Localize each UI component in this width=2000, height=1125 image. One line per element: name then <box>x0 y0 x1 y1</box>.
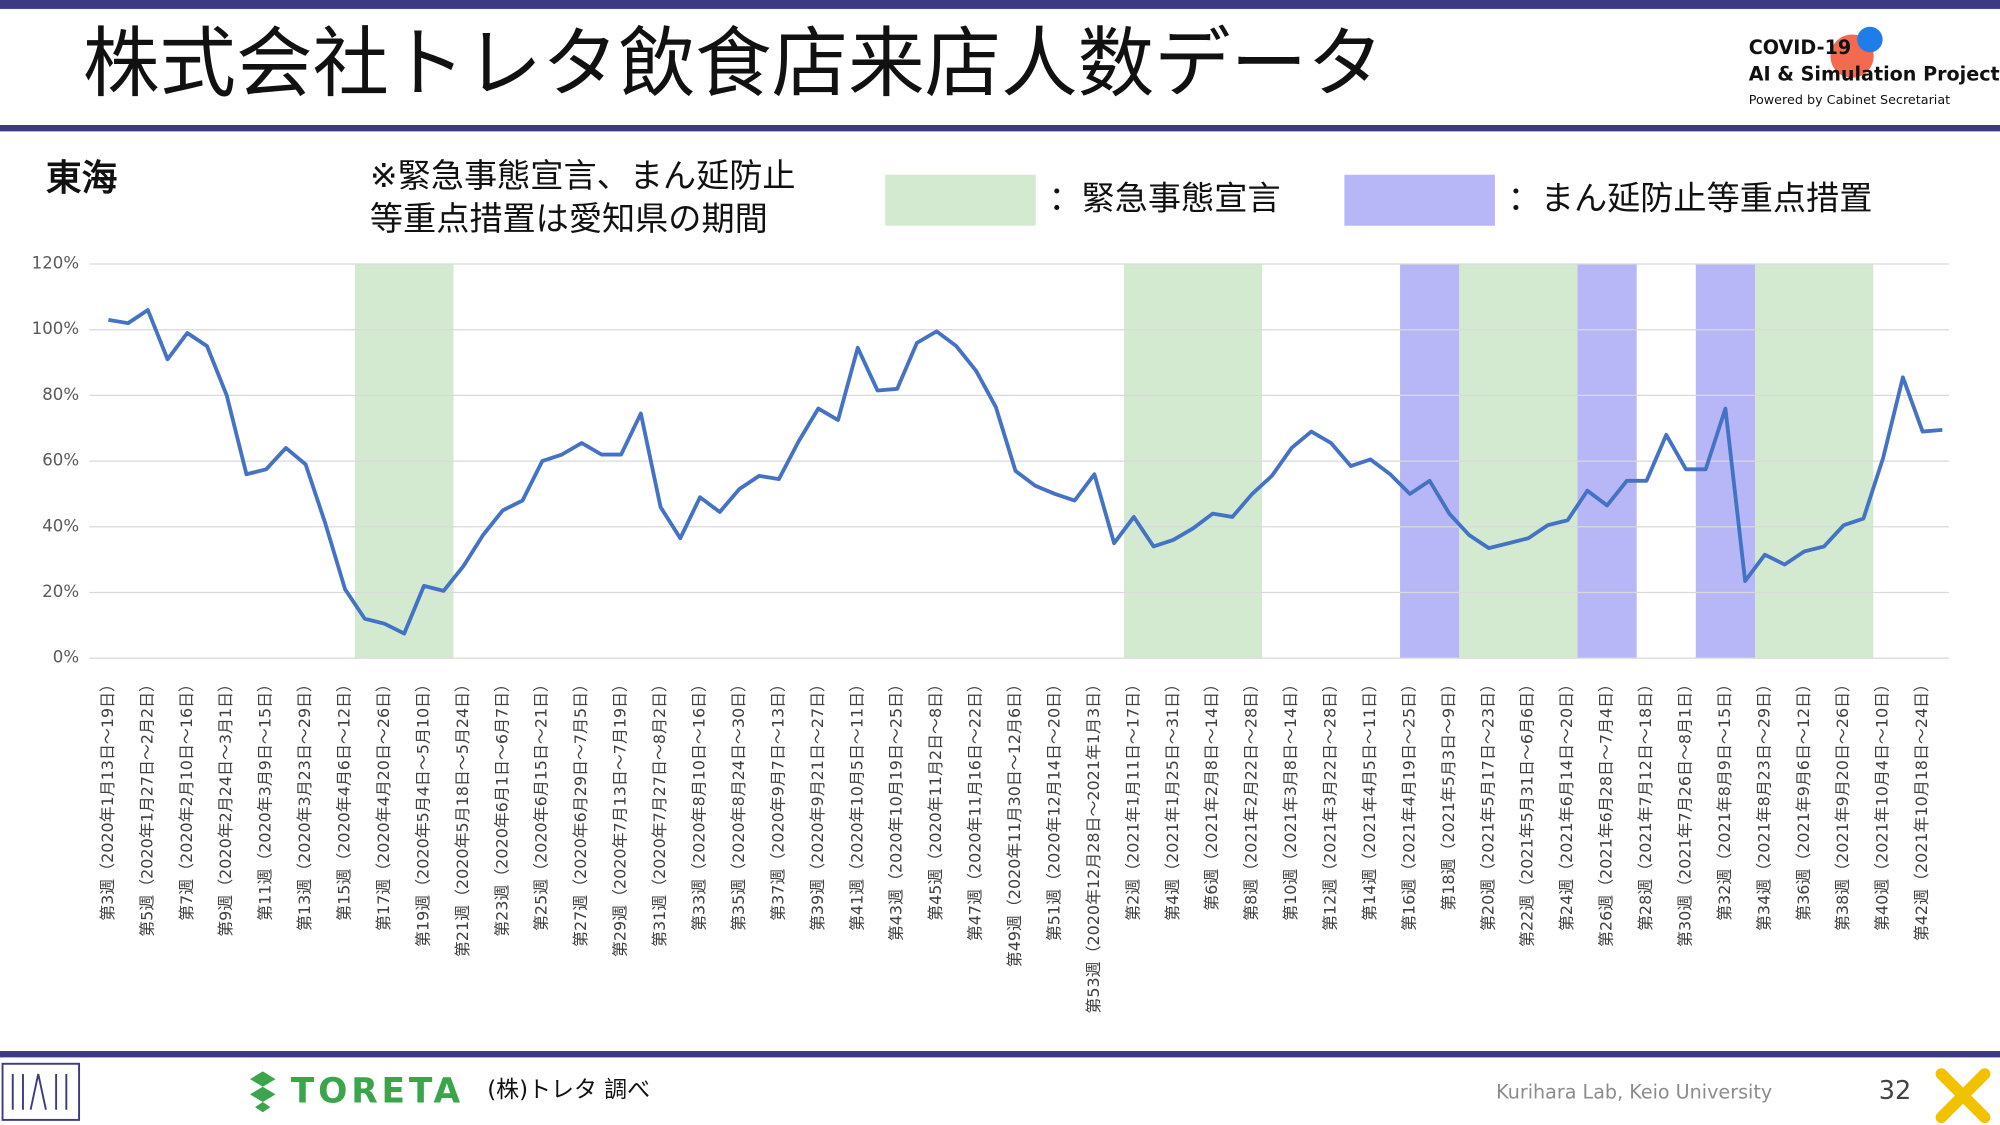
logo-text: AI & Simulation Project <box>1749 63 2000 86</box>
note: ※緊急事態宣言、まん延防止 <box>370 156 796 195</box>
x-tick-label: 第6週（2021年2月8日～14日） <box>1202 676 1221 911</box>
y-tick-label: 0% <box>53 648 79 667</box>
x-tick-label: 第41週（2020年10月5日～11日） <box>847 676 866 931</box>
x-tick-label: 第53週（2020年12月28日～2021年1月3日） <box>1084 676 1103 1014</box>
x-tick-label: 第24週（2021年6月14日～20日） <box>1557 676 1576 931</box>
x-tick-label: 第31週（2020年7月27日～8月2日） <box>650 676 669 947</box>
x-tick-label: 第47週（2020年11月16日～22日） <box>966 676 985 941</box>
legend-label: ：緊急事態宣言 <box>1048 179 1280 218</box>
x-tick-label: 第8週（2021年2月22日～28日） <box>1242 676 1261 921</box>
legend-swatch <box>1344 174 1495 226</box>
top-bar <box>0 0 2000 9</box>
note: 等重点措置は愛知県の期間 <box>370 199 768 238</box>
footer-rule <box>0 1051 2000 1058</box>
legend-label: ：まん延防止等重点措置 <box>1508 179 1873 218</box>
x-tick-label: 第32週（2021年8月9日～15日） <box>1715 676 1734 921</box>
slide-title: 株式会社トレタ飲食店来店人数データ <box>83 20 1384 109</box>
x-tick-label: 第16週（2021年4月19日～25日） <box>1399 676 1418 931</box>
x-tick-label: 第2週（2021年1月11日～17日） <box>1123 676 1142 921</box>
x-tick-label: 第7週（2020年2月10日～16日） <box>177 676 196 921</box>
toreta-logo <box>250 1071 276 1113</box>
x-tick-label: 第12週（2021年3月22日～28日） <box>1321 676 1340 931</box>
page-number: 32 <box>1879 1076 1911 1106</box>
x-tick-label: 第5週（2020年1月27日～2月2日） <box>137 676 156 937</box>
x-tick-label: 第30週（2021年7月26日～8月1日） <box>1675 676 1694 947</box>
x-tick-label: 第27週（2020年6月29日～7月5日） <box>571 676 590 947</box>
x-tick-label: 第36週（2021年9月6日～12日） <box>1794 676 1813 921</box>
header-rule <box>0 125 2000 132</box>
y-tick-label: 100% <box>32 319 79 338</box>
logo-dot <box>1857 26 1883 53</box>
x-tick-label: 第17週（2020年4月20日～26日） <box>374 676 393 931</box>
y-tick-label: 20% <box>42 582 79 601</box>
x-tick-label: 第22週（2021年5月31日～6月6日） <box>1518 676 1537 947</box>
x-tick-label: 第21週（2020年5月18日～5月24日） <box>453 676 472 957</box>
x-tick-label: 第51週（2020年12月14日～20日） <box>1044 676 1063 941</box>
x-tick-label: 第39週（2020年9月21日～27日） <box>808 676 827 931</box>
x-tick-label: 第25週（2020年6月15日～21日） <box>532 676 551 931</box>
legend-swatch <box>885 174 1036 226</box>
x-tick-label: 第20週（2021年5月17日～23日） <box>1478 676 1497 931</box>
x-tick-label: 第4週（2021年1月25日～31日） <box>1163 676 1182 921</box>
source: (株)トレタ 調べ <box>487 1077 650 1103</box>
y-tick-label: 120% <box>32 254 79 273</box>
x-tick-label: 第3週（2020年1月13日～19日） <box>98 676 117 921</box>
x-tick-label: 第13週（2020年3月23日～29日） <box>295 676 314 931</box>
x-tick-label: 第34週（2021年8月23日～29日） <box>1754 676 1773 931</box>
x-tick-label: 第40週（2021年10月4日～10日） <box>1873 676 1892 931</box>
x-tick-label: 第19週（2020年5月4日～5月10日） <box>413 676 432 947</box>
region-title: 東海 <box>46 158 117 199</box>
x-tick-label: 第14週（2021年4月5日～11日） <box>1360 676 1379 921</box>
x-tick-label: 第33週（2020年8月10日～16日） <box>690 676 709 931</box>
lab-credit: Kurihara Lab, Keio University <box>1496 1081 1772 1104</box>
data-line <box>108 308 1943 636</box>
x-tick-label: 第9週（2020年2月24日～3月1日） <box>216 676 235 937</box>
y-tick-label: 40% <box>42 516 79 535</box>
x-tick-label: 第23週（2020年6月1日～6月7日） <box>492 676 511 937</box>
logo-text: COVID-19 <box>1749 36 1851 59</box>
x-tick-label: 第26週（2021年6月28日～7月4日） <box>1597 676 1616 947</box>
x-tick-label: 第38週（2021年9月20日～26日） <box>1833 676 1852 931</box>
x-tick-label: 第42週（2021年10月18日～24日） <box>1912 676 1931 941</box>
logo-text: Powered by Cabinet Secretariat <box>1749 93 1950 108</box>
y-tick-label: 80% <box>42 385 79 404</box>
y-tick-label: 60% <box>42 451 79 470</box>
lab-logo <box>1 1062 81 1121</box>
x-tick-label: 第49週（2020年11月30日～12月6日） <box>1005 676 1024 967</box>
x-tick-label: 第15週（2020年4月6日～12日） <box>335 676 354 921</box>
x-tick-label: 第18週（2021年5月3日～9日） <box>1439 676 1458 911</box>
x-tick-label: 第10週（2021年3月8日～14日） <box>1281 676 1300 921</box>
corner-logo <box>1935 1068 1991 1124</box>
brand: TORETA <box>291 1072 464 1112</box>
x-tick-label: 第43週（2020年10月19日～25日） <box>887 676 906 941</box>
x-tick-label: 第11週（2020年3月9日～15日） <box>256 676 275 921</box>
x-tick-label: 第28週（2021年7月12日～18日） <box>1636 676 1655 931</box>
x-tick-label: 第37週（2020年9月7日～13日） <box>768 676 787 921</box>
x-tick-label: 第29週（2020年7月13日～7月19日） <box>611 676 630 957</box>
x-tick-label: 第35週（2020年8月24日～30日） <box>729 676 748 931</box>
x-tick-label: 第45週（2020年11月2日～8日） <box>926 676 945 921</box>
